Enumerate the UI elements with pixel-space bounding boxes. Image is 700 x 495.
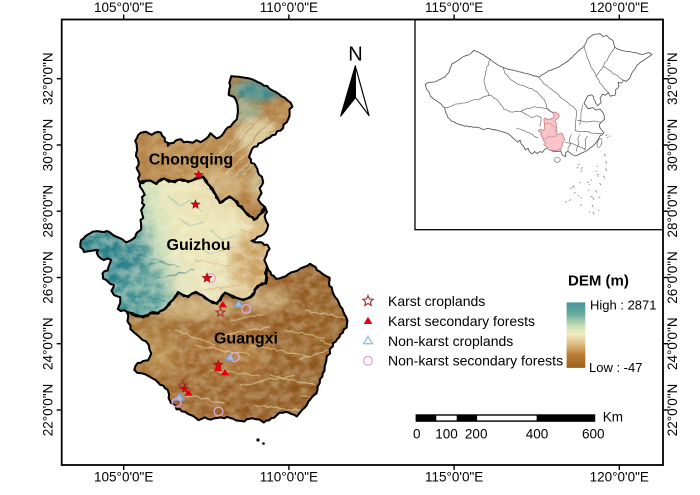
svg-text:200: 200 [465, 427, 488, 442]
svg-text:105°0'0"E: 105°0'0"E [94, 470, 153, 485]
svg-text:Karst croplands: Karst croplands [388, 293, 485, 309]
svg-text:26°0'0"N: 26°0'0"N [665, 251, 680, 304]
svg-text:DEM (m): DEM (m) [568, 273, 629, 290]
svg-text:105°0'0"E: 105°0'0"E [94, 0, 153, 15]
svg-text:24°0'0"N: 24°0'0"N [41, 317, 56, 370]
svg-text:Chongqing: Chongqing [149, 152, 233, 169]
svg-text:High : 2871: High : 2871 [590, 298, 657, 313]
svg-text:120°0'0"E: 120°0'0"E [590, 0, 649, 15]
svg-text:Non-karst croplands: Non-karst croplands [388, 333, 513, 349]
svg-text:N: N [348, 44, 362, 66]
svg-text:30°0'0"N: 30°0'0"N [41, 119, 56, 172]
svg-text:Km: Km [603, 410, 623, 425]
svg-text:Guangxi: Guangxi [214, 331, 278, 348]
svg-text:115°0'0"E: 115°0'0"E [425, 0, 483, 15]
svg-text:110°0'0"E: 110°0'0"E [260, 0, 318, 15]
svg-text:26°0'0"N: 26°0'0"N [41, 251, 56, 304]
svg-text:28°0'0"N: 28°0'0"N [41, 185, 56, 238]
svg-text:22°0'0"N: 22°0'0"N [665, 384, 680, 437]
svg-text:Guizhou: Guizhou [167, 237, 231, 254]
svg-text:30°0'0"N: 30°0'0"N [665, 119, 680, 172]
svg-text:32°0'0"N: 32°0'0"N [41, 52, 56, 105]
svg-text:Low : -47: Low : -47 [589, 360, 642, 375]
svg-text:24°0'0"N: 24°0'0"N [665, 317, 680, 370]
svg-text:28°0'0"N: 28°0'0"N [665, 185, 680, 238]
svg-text:100: 100 [435, 427, 458, 442]
svg-text:600: 600 [582, 427, 605, 442]
svg-text:115°0'0"E: 115°0'0"E [425, 470, 483, 485]
svg-text:120°0'0"E: 120°0'0"E [590, 470, 649, 485]
svg-text:0: 0 [413, 427, 421, 442]
svg-text:110°0'0"E: 110°0'0"E [260, 470, 318, 485]
svg-text:22°0'0"N: 22°0'0"N [41, 384, 56, 437]
svg-text:Karst secondary forests: Karst secondary forests [388, 313, 535, 329]
svg-text:32°0'0"N: 32°0'0"N [665, 52, 680, 105]
svg-text:400: 400 [526, 427, 549, 442]
svg-text:Non-karst secondary forests: Non-karst secondary forests [388, 353, 563, 369]
